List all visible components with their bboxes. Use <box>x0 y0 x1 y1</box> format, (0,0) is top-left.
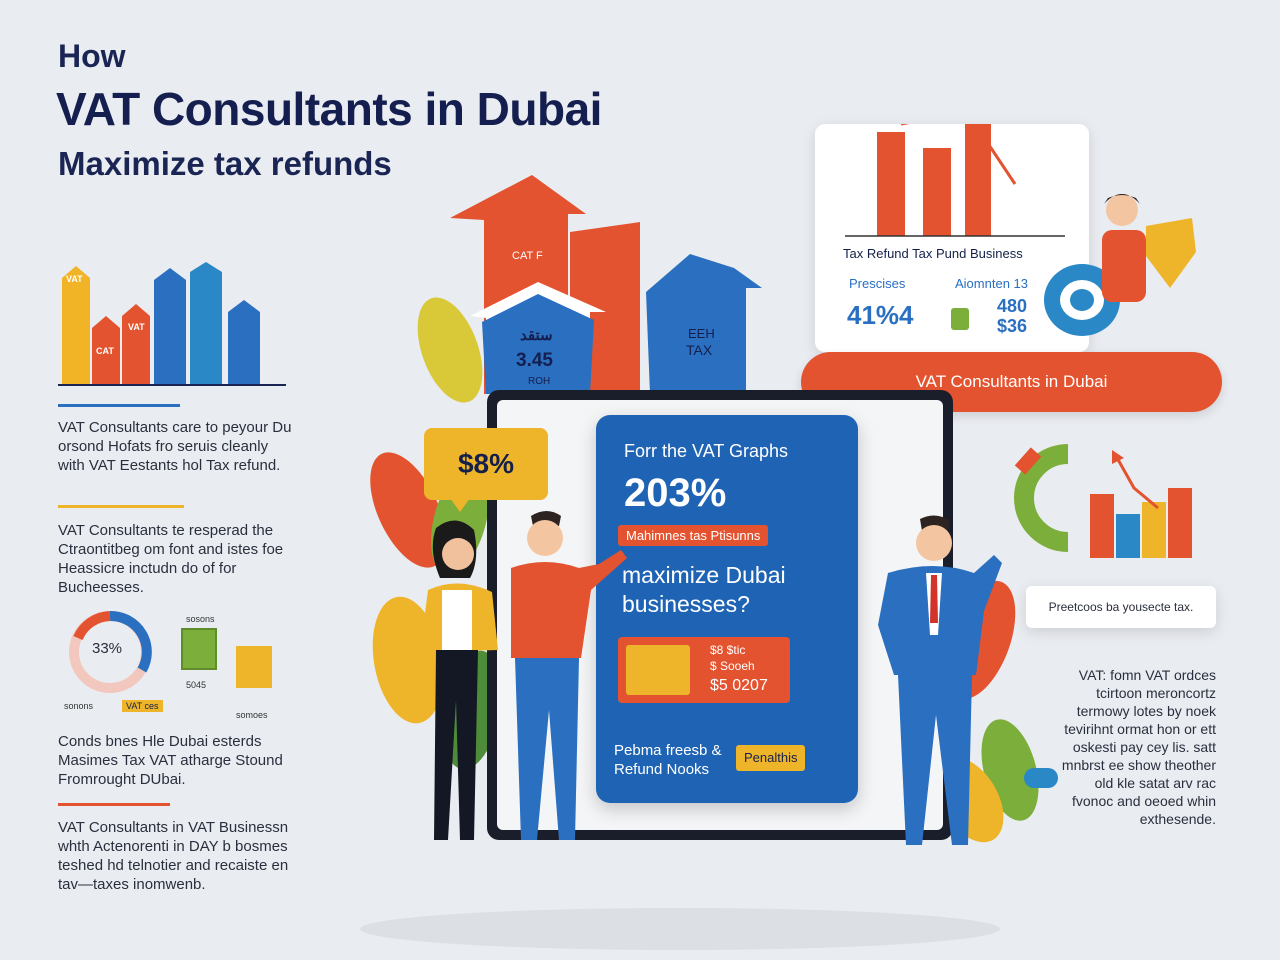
page-title: VAT Consultants in Dubai <box>56 83 602 135</box>
speech-bubble-tail <box>450 498 470 512</box>
phone-card: Forr the VAT Graphs 203% Mahimnes tas Pt… <box>596 415 858 803</box>
phone-value: 203% <box>624 471 727 515</box>
phone-question: maximize Dubai businesses? <box>622 562 786 617</box>
divider-2 <box>58 505 184 508</box>
phone-inner-icon <box>626 645 690 695</box>
subtitle: Maximize tax refunds <box>58 145 392 182</box>
divider-3 <box>58 803 170 806</box>
donut-label-mid: VAT ces <box>122 700 163 712</box>
building-right-line-1: EEH <box>688 326 715 341</box>
building-right-line-2: TAX <box>686 342 713 358</box>
donut-value: 33% <box>92 640 123 657</box>
report-left-value: 41%4 <box>847 300 914 330</box>
yellow-widget <box>236 646 272 688</box>
report-left-label: Prescises <box>849 276 906 291</box>
donut-top-label: sosons <box>186 614 215 624</box>
orange-banner-text: VAT Consultants in Dubai <box>915 372 1108 391</box>
building-cluster <box>450 170 770 395</box>
phone-bottom-left: Pebma freesb & Refund Nooks <box>614 742 722 778</box>
report-title: Tax Refund Tax Pund Business <box>843 246 1023 261</box>
phone-inner-line-3: $5 0207 <box>710 677 768 694</box>
donut-label-mid-text: VAT ces <box>126 701 159 711</box>
speech-bubble: $8% <box>424 428 548 500</box>
donut-chart <box>62 606 158 698</box>
right-chart-illustration <box>1008 440 1222 560</box>
phone-bottom-button[interactable]: Penalthis <box>736 745 806 771</box>
chat-icon <box>1024 768 1058 788</box>
building-mid-line-1: ستقد <box>520 327 553 344</box>
vat-man-figure <box>1092 190 1202 302</box>
left-paragraph-4: VAT Consultants in VAT Businessn whth Ac… <box>58 819 289 893</box>
money-icon <box>951 308 969 330</box>
report-right-value-1: 480 <box>997 296 1028 316</box>
left-paragraph-1: VAT Consultants care to peyour Du orsond… <box>58 419 292 474</box>
right-paragraph: VAT: fomn VAT ordces tcirtoon meroncortz… <box>1061 667 1216 827</box>
speech-bubble-text: $8% <box>457 448 515 479</box>
man-orange-figure <box>495 510 635 860</box>
report-right-value-2: $36 <box>997 316 1028 336</box>
donut-label-right: somoes <box>236 710 268 720</box>
building-mid-line-3: ROH <box>528 376 551 387</box>
donut-label-left: sonons <box>64 701 94 711</box>
phone-inner-panel: $8 $tic $ Sooeh $5 0207 <box>618 637 790 703</box>
phone-inner-line-2: $ Sooeh <box>710 659 755 673</box>
report-bar-chart <box>845 124 1065 237</box>
floor-shadow <box>360 908 1000 950</box>
phone-inner-line-1: $8 $tic <box>710 643 746 657</box>
building-left-label: CAT F <box>512 250 543 262</box>
right-info-card: Preetcoos ba yousecte tax. <box>1026 586 1216 628</box>
left-bar-illustration <box>58 258 288 388</box>
title-line-1: How <box>58 38 126 74</box>
target-icon <box>1042 262 1124 338</box>
left-paragraph-3: Conds bnes Hle Dubai esterds Masimes Tax… <box>58 733 283 788</box>
phone-line-1: Forr the VAT Graphs <box>624 441 789 461</box>
green-widget <box>181 628 217 670</box>
bar-label-1: VAT <box>66 274 83 284</box>
report-right-label: Aiomnten 13 <box>955 276 1028 291</box>
woman-figure <box>400 520 510 860</box>
phone-bottom-button-label: Penalthis <box>744 750 798 765</box>
left-paragraph-2: VAT Consultants te resperad the Ctraonti… <box>58 522 284 596</box>
widget-box-label: 5045 <box>186 680 207 690</box>
bar-label-2: CAT <box>96 346 114 356</box>
right-info-card-text: Preetcoos ba yousecte tax. <box>1048 600 1194 614</box>
bar-label-3: VAT <box>128 322 145 332</box>
phone-badge: Mahimnes tas Ptisunns <box>618 525 769 546</box>
man-suit-figure <box>864 515 1004 860</box>
report-card: Tax Refund Tax Pund Business Prescises 4… <box>815 124 1089 352</box>
divider-1 <box>58 404 180 407</box>
building-mid-line-2: 3.45 <box>516 350 553 371</box>
